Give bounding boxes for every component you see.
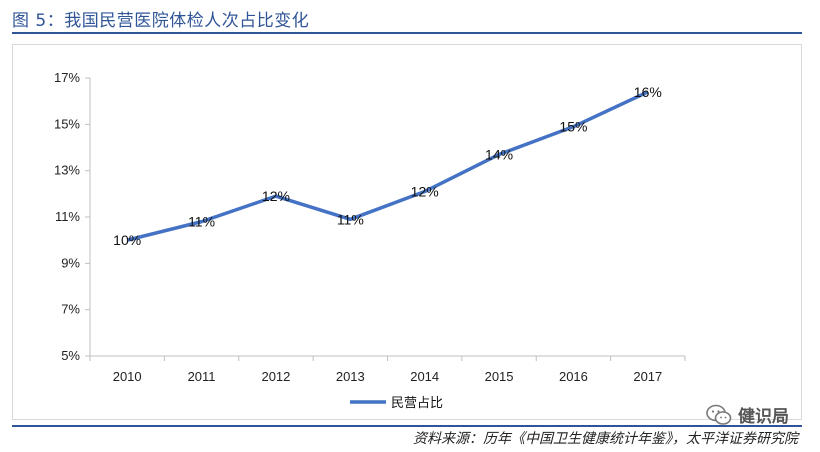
- source-note: 资料来源：历年《中国卫生健康统计年鉴》，太平洋证券研究院: [413, 431, 798, 447]
- data-label: 14%: [485, 146, 513, 162]
- watermark-text: 健识局: [738, 407, 789, 427]
- chart-frame: [12, 44, 802, 420]
- data-label: 11%: [188, 214, 215, 230]
- data-label: 15%: [559, 119, 587, 135]
- y-axis: 5% 7% 9% 11% 13% 15% 17%: [54, 70, 91, 363]
- wechat-icon: [706, 404, 732, 425]
- x-tick-label: 2011: [188, 369, 216, 384]
- y-tick-label: 11%: [55, 209, 80, 224]
- title-rule: [12, 32, 802, 34]
- watermark: 健识局: [706, 402, 789, 427]
- legend: 民营占比: [350, 396, 443, 411]
- data-label: 16%: [634, 84, 662, 100]
- data-label: 11%: [337, 211, 364, 227]
- x-tick-label: 2014: [410, 369, 439, 384]
- y-tick-label: 13%: [54, 163, 80, 178]
- series-layer: [126, 90, 649, 242]
- y-tick-label: 17%: [54, 70, 80, 85]
- x-tick-label: 2012: [261, 369, 290, 384]
- figure-title: 图 5：我国民营医院体检人次占比变化: [12, 11, 310, 31]
- y-tick-label: 15%: [54, 116, 80, 131]
- x-tick-label: 2017: [633, 369, 662, 384]
- legend-label: 民营占比: [391, 396, 443, 411]
- x-tick-label: 2016: [559, 369, 588, 384]
- x-tick-label: 2013: [336, 369, 365, 384]
- y-tick-label: 5%: [61, 348, 80, 363]
- y-tick-label: 7%: [61, 302, 80, 317]
- data-label: 12%: [411, 184, 439, 200]
- y-tick-label: 9%: [61, 255, 80, 270]
- x-tick-label: 2015: [485, 369, 514, 384]
- data-labels: 10% 11% 12% 11% 12% 14% 15% 16%: [113, 84, 662, 248]
- x-tick-label: 2010: [113, 369, 142, 384]
- data-label: 10%: [113, 232, 141, 248]
- series-line: [126, 90, 649, 242]
- source-rule: [12, 425, 802, 427]
- x-axis: 2010 2011 2012 2013 2014 2015 2016 2017: [89, 355, 686, 384]
- data-label: 12%: [262, 188, 290, 204]
